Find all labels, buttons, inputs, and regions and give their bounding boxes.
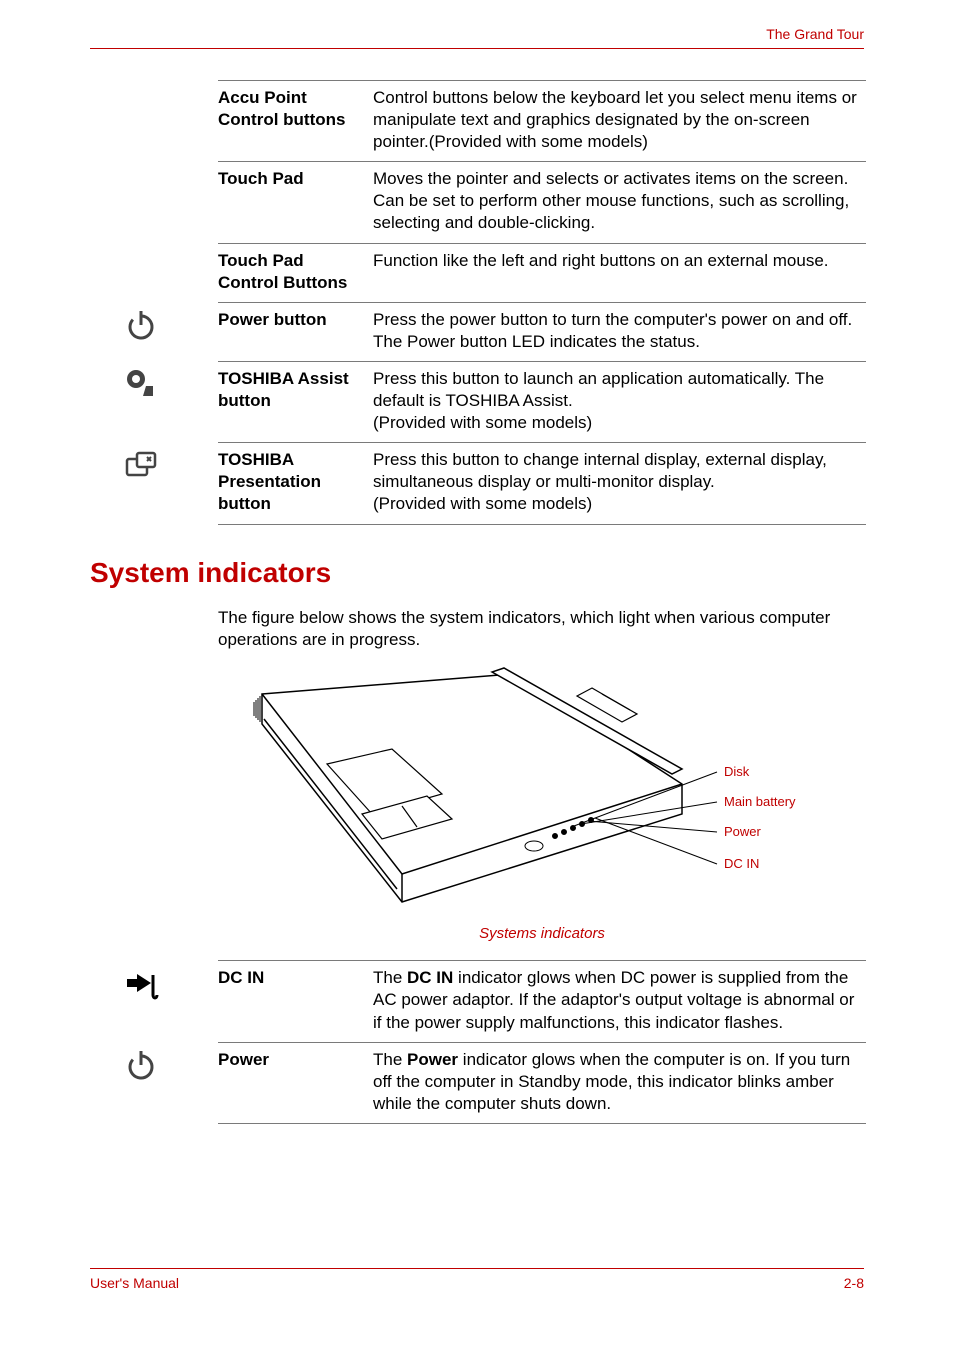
desc-bold: Power <box>407 1050 458 1069</box>
feature-desc: Press the power button to turn the compu… <box>373 309 866 353</box>
feature-desc: The DC IN indicator glows when DC power … <box>373 967 866 1033</box>
page-content: Accu Point Control buttons Control butto… <box>90 80 864 1124</box>
table-row: Touch Pad Moves the pointer and selects … <box>218 162 866 243</box>
indicators-table: DC IN The DC IN indicator glows when DC … <box>218 960 866 1124</box>
table-row: Power The Power indicator glows when the… <box>218 1043 866 1124</box>
figure-caption: Systems indicators <box>218 925 866 942</box>
callout-disk: Disk <box>724 764 750 779</box>
feature-desc: Control buttons below the keyboard let y… <box>373 87 866 153</box>
desc-pre: The <box>373 968 407 987</box>
feature-label: Power <box>218 1049 373 1115</box>
table-row: Accu Point Control buttons Control butto… <box>218 80 866 162</box>
feature-label: Touch Pad Control Buttons <box>218 250 373 294</box>
header-rule <box>90 48 864 49</box>
header-section-title: The Grand Tour <box>766 26 864 42</box>
section-heading: System indicators <box>90 557 864 589</box>
assist-icon <box>123 366 159 402</box>
power-icon <box>123 307 159 343</box>
table-row: TOSHIBA Assist button Press this button … <box>218 362 866 443</box>
page-footer: User's Manual 2-8 <box>90 1268 864 1291</box>
feature-desc: Function like the left and right buttons… <box>373 250 866 294</box>
callout-power: Power <box>724 824 762 839</box>
laptop-illustration: Disk Main battery Power DC IN <box>242 664 842 919</box>
table-row: DC IN The DC IN indicator glows when DC … <box>218 960 866 1042</box>
desc-pre: The <box>373 1050 407 1069</box>
feature-label: Touch Pad <box>218 168 373 234</box>
feature-label: TOSHIBA Assist button <box>218 368 373 434</box>
figure: Disk Main battery Power DC IN Systems in… <box>218 664 866 942</box>
feature-label: TOSHIBA Presentation button <box>218 449 373 515</box>
power-icon <box>123 1047 159 1083</box>
callout-dcin: DC IN <box>724 856 759 871</box>
desc-bold: DC IN <box>407 968 453 987</box>
section-intro: The figure below shows the system indica… <box>218 607 864 653</box>
feature-label: Accu Point Control buttons <box>218 87 373 153</box>
callout-battery: Main battery <box>724 794 796 809</box>
table-row: TOSHIBA Presentation button Press this b… <box>218 443 866 524</box>
footer-right: 2-8 <box>844 1275 864 1291</box>
features-table: Accu Point Control buttons Control butto… <box>218 80 866 525</box>
feature-label: Power button <box>218 309 373 353</box>
table-row: Power button Press the power button to t… <box>218 303 866 362</box>
feature-desc: The Power indicator glows when the compu… <box>373 1049 866 1115</box>
feature-desc: Press this button to launch an applicati… <box>373 368 866 434</box>
presentation-icon <box>123 447 159 483</box>
feature-desc: Moves the pointer and selects or activat… <box>373 168 866 234</box>
table-row: Touch Pad Control Buttons Function like … <box>218 244 866 303</box>
feature-desc: Press this button to change internal dis… <box>373 449 866 515</box>
dcin-icon <box>123 965 159 1001</box>
footer-left: User's Manual <box>90 1275 179 1291</box>
feature-label: DC IN <box>218 967 373 1033</box>
